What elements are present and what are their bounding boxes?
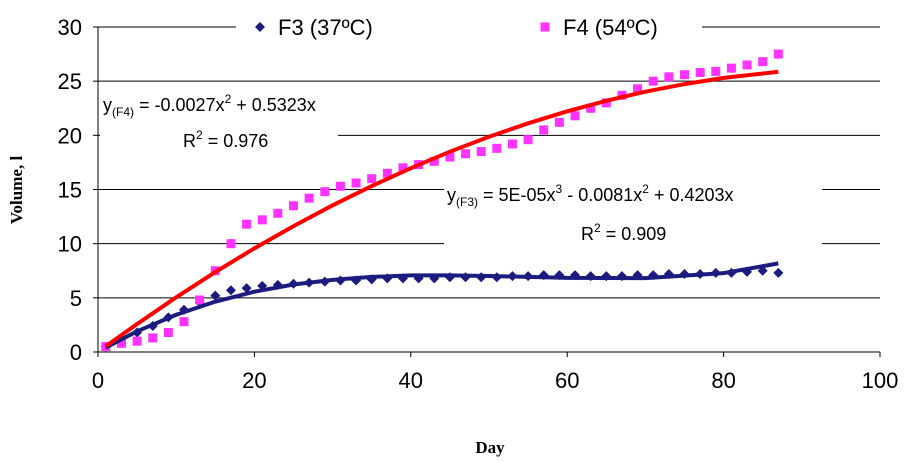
point: [711, 66, 721, 76]
point: [257, 215, 267, 225]
x-tick-label: 80: [711, 368, 735, 393]
trendline: [104, 261, 779, 350]
x-tick-label: 20: [242, 368, 266, 393]
y-axis-label: Volume, l: [7, 156, 26, 225]
point: [570, 111, 580, 121]
y-tick-label: 15: [58, 178, 82, 203]
point: [289, 201, 298, 211]
point: [680, 70, 689, 80]
point: [163, 328, 173, 337]
marks: [100, 49, 784, 352]
point: [351, 178, 361, 188]
annotation: y(F3) = 5E-05x3 - 0.0081x2 + 0.4203x: [447, 182, 734, 209]
legend: F3 (37ºC) F4 (54ºC): [255, 15, 658, 40]
annotation-part: 2: [642, 182, 649, 196]
legend-marker: [540, 22, 550, 32]
point: [225, 285, 236, 296]
annotation-part: 2: [594, 221, 601, 235]
annotation: R2 = 0.976: [183, 128, 268, 151]
annotation-part: 2: [225, 92, 232, 106]
annotation-part: R: [581, 224, 594, 244]
point: [398, 163, 408, 173]
point: [320, 187, 330, 197]
x-tick-label: 40: [399, 368, 423, 393]
point: [773, 49, 783, 59]
point: [335, 181, 345, 191]
annotation-part: (F4): [112, 105, 134, 119]
annotation-part: 3: [556, 182, 563, 196]
point: [664, 72, 674, 82]
annotation-part: y: [447, 185, 456, 205]
trendline: [104, 69, 779, 348]
legend-label: F4 (54ºC): [563, 15, 658, 40]
legend-box: [236, 6, 702, 46]
x-tick-label: 60: [555, 368, 579, 393]
annotation-box: [100, 92, 338, 156]
point: [758, 57, 768, 67]
axes: 0 5 10 15 20 25 30 0 20 40 60 80 100: [58, 15, 899, 393]
point: [132, 336, 142, 346]
point: [539, 125, 549, 135]
annotation-part: - 0.0081x: [562, 185, 642, 205]
annotation-part: = 0.909: [601, 224, 667, 244]
y-tick-label: 30: [58, 15, 82, 40]
point: [195, 295, 205, 305]
annotation-part: + 0.5323x: [231, 95, 316, 115]
x-tick-label: 100: [862, 368, 899, 393]
legend-label: F3 (37ºC): [278, 15, 373, 40]
point: [586, 103, 596, 113]
annotation: y(F4) = -0.0027x2 + 0.5323x: [103, 92, 316, 119]
point: [382, 168, 392, 178]
point: [773, 267, 784, 278]
point: [226, 239, 236, 249]
y-tick-label: 20: [58, 123, 82, 148]
point: [210, 290, 221, 301]
y-tick-label: 25: [58, 69, 82, 94]
point: [633, 84, 643, 94]
legend-marker: [255, 22, 265, 32]
point: [367, 174, 377, 184]
y-tick-label: 0: [70, 340, 82, 365]
point: [148, 333, 158, 343]
point: [445, 152, 455, 162]
annotation-part: R: [183, 131, 196, 151]
annotation-part: + 0.4203x: [649, 185, 734, 205]
annotation-part: = 0.976: [203, 131, 269, 151]
annotation-part: (F3): [456, 195, 478, 209]
point: [179, 317, 189, 327]
y-tick-label: 10: [58, 232, 82, 257]
annotation-part: 2: [196, 128, 203, 142]
point: [695, 68, 705, 77]
point: [429, 156, 439, 166]
point: [507, 139, 517, 149]
y-tick-label: 5: [70, 286, 82, 311]
annotation-part: y: [103, 95, 112, 115]
x-tick-label: 0: [92, 368, 104, 393]
point: [648, 76, 658, 86]
point: [726, 63, 736, 73]
annotation-box: [444, 178, 822, 250]
point: [742, 60, 752, 70]
point: [476, 147, 486, 157]
point: [304, 193, 314, 203]
point: [116, 338, 126, 348]
point: [242, 219, 252, 229]
boxes: [100, 6, 822, 250]
annotation-part: = -0.0027x: [134, 95, 225, 115]
point: [273, 208, 283, 218]
point: [461, 149, 471, 159]
annotation-part: = 5E-05x: [478, 185, 556, 205]
annotation: R2 = 0.909: [581, 221, 666, 244]
point: [241, 283, 252, 294]
point: [523, 135, 533, 145]
point: [554, 117, 564, 127]
x-axis-label: Day: [475, 438, 505, 457]
point: [492, 143, 502, 153]
